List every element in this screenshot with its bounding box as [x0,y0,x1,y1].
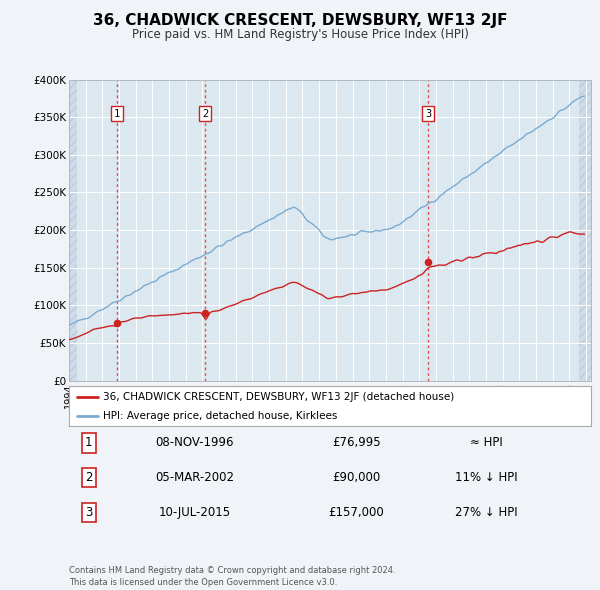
Text: 10-JUL-2015: 10-JUL-2015 [158,506,230,519]
Text: Contains HM Land Registry data © Crown copyright and database right 2024.
This d: Contains HM Land Registry data © Crown c… [69,566,395,587]
Text: 27% ↓ HPI: 27% ↓ HPI [455,506,518,519]
Text: 3: 3 [85,506,92,519]
Text: 2: 2 [85,471,92,484]
Text: HPI: Average price, detached house, Kirklees: HPI: Average price, detached house, Kirk… [103,411,337,421]
Text: 36, CHADWICK CRESCENT, DEWSBURY, WF13 2JF: 36, CHADWICK CRESCENT, DEWSBURY, WF13 2J… [93,13,507,28]
Text: 11% ↓ HPI: 11% ↓ HPI [455,471,518,484]
Text: ≈ HPI: ≈ HPI [470,436,503,450]
Text: £157,000: £157,000 [328,506,384,519]
Text: 1: 1 [113,109,120,119]
Text: 2: 2 [202,109,208,119]
Text: £90,000: £90,000 [332,471,380,484]
Text: 36, CHADWICK CRESCENT, DEWSBURY, WF13 2JF (detached house): 36, CHADWICK CRESCENT, DEWSBURY, WF13 2J… [103,392,454,402]
Text: 08-NOV-1996: 08-NOV-1996 [155,436,233,450]
Text: 3: 3 [425,109,431,119]
Text: Price paid vs. HM Land Registry's House Price Index (HPI): Price paid vs. HM Land Registry's House … [131,28,469,41]
Text: £76,995: £76,995 [332,436,380,450]
Text: 05-MAR-2002: 05-MAR-2002 [155,471,234,484]
Bar [580,80,591,381]
Text: 1: 1 [85,436,92,450]
Bar [69,80,77,381]
